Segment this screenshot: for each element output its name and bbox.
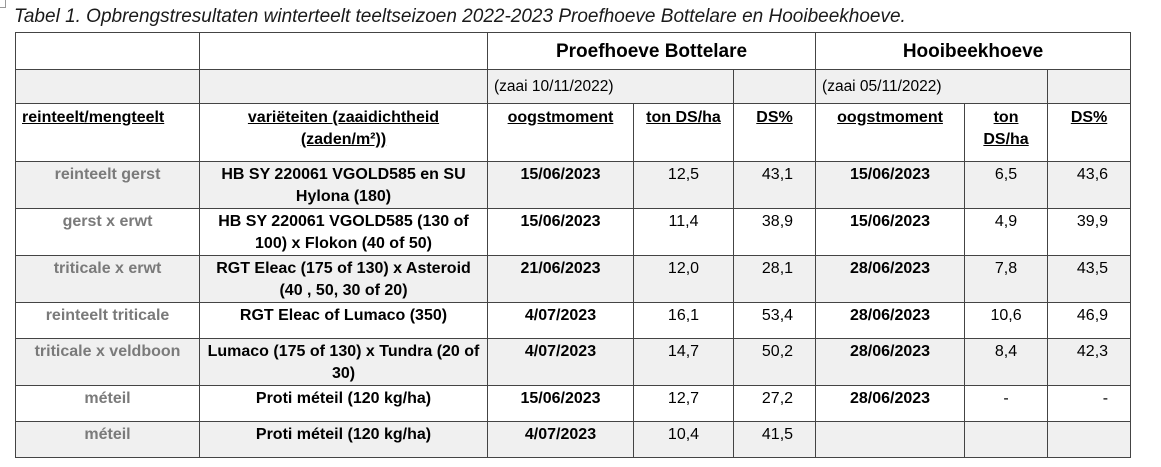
column-header-harvest: oogstmoment — [837, 109, 943, 126]
yield-cell: 12,0 — [633, 255, 734, 303]
dm-cell: 43,1 — [732, 161, 817, 209]
harvest-date-cell: 28/06/2023 — [815, 385, 966, 422]
sowing-date-hooibeek: (zaai 05/11/2022) — [815, 69, 1049, 104]
varieties-cell: RGT Eleac (175 of 130) x Asteroid (40 , … — [199, 255, 488, 303]
crop-cell: méteil — [15, 421, 200, 458]
table-caption: Tabel 1. Opbrengstresultaten winterteelt… — [14, 6, 906, 27]
dm-cell: 42,3 — [1047, 338, 1132, 386]
yield-cell: 8,4 — [964, 338, 1049, 386]
crop-cell: méteil — [15, 385, 200, 422]
harvest-date-cell: 15/06/2023 — [487, 385, 634, 422]
table-row: méteil Proti méteil (120 kg/ha) 15/06/20… — [15, 385, 1132, 422]
header-empty-cell — [199, 32, 488, 70]
table-row: gerst x erwt HB SY 220061 VGOLD585 (130 … — [15, 208, 1132, 256]
yield-results-table: Proefhoeve Bottelare Hooibeekhoeve (zaai… — [15, 32, 1132, 458]
varieties-cell: HB SY 220061 VGOLD585 (130 of 100) x Flo… — [199, 208, 488, 256]
crop-cell: reinteelt gerst — [15, 161, 200, 209]
yield-cell: 14,7 — [633, 338, 734, 386]
dm-cell: - — [1047, 385, 1132, 422]
dm-cell: 39,9 — [1047, 208, 1132, 256]
harvest-date-cell — [815, 421, 966, 458]
harvest-date-cell: 28/06/2023 — [815, 338, 966, 386]
table-row: triticale x erwt RGT Eleac (175 of 130) … — [15, 255, 1132, 303]
yield-cell: 10,6 — [964, 302, 1049, 339]
varieties-cell: Proti méteil (120 kg/ha) — [199, 421, 488, 458]
varieties-cell: RGT Eleac of Lumaco (350) — [199, 302, 488, 339]
yield-cell: 12,7 — [633, 385, 734, 422]
dm-cell: 53,4 — [732, 302, 817, 339]
column-header-dm: DS% — [1070, 109, 1108, 126]
column-header-yield: ton DS/ha — [983, 109, 1029, 148]
varieties-cell: Proti méteil (120 kg/ha) — [199, 385, 488, 422]
header-empty-cell — [1047, 69, 1132, 104]
harvest-date-cell: 4/07/2023 — [487, 421, 634, 458]
harvest-date-cell: 28/06/2023 — [815, 302, 966, 339]
harvest-date-cell: 4/07/2023 — [487, 338, 634, 386]
dm-cell: 43,6 — [1047, 161, 1132, 209]
header-empty-cell — [15, 32, 200, 70]
header-empty-cell — [732, 69, 817, 104]
crop-cell: reinteelt triticale — [15, 302, 200, 339]
column-header-harvest: oogstmoment — [507, 109, 614, 126]
yield-cell: 4,9 — [964, 208, 1049, 256]
yield-cell: 10,4 — [633, 421, 734, 458]
dm-cell — [1047, 421, 1132, 458]
crop-cell: gerst x erwt — [15, 208, 200, 256]
dm-cell: 46,9 — [1047, 302, 1132, 339]
yield-cell: 16,1 — [633, 302, 734, 339]
dm-cell: 27,2 — [732, 385, 817, 422]
table-row: reinteelt triticale RGT Eleac of Lumaco … — [15, 302, 1132, 339]
harvest-date-cell: 15/06/2023 — [487, 161, 634, 209]
farm-header-bottelare: Proefhoeve Bottelare — [486, 32, 817, 70]
harvest-date-cell: 15/06/2023 — [815, 208, 966, 256]
corner-mark — [0, 0, 6, 8]
column-header-yield: ton DS/ha — [646, 109, 721, 126]
table-row: reinteelt gerst HB SY 220061 VGOLD585 en… — [15, 161, 1132, 209]
harvest-date-cell: 4/07/2023 — [487, 302, 634, 339]
dm-cell: 41,5 — [732, 421, 817, 458]
varieties-cell: Lumaco (175 of 130) x Tundra (20 of 30) — [199, 338, 488, 386]
table-row: méteil Proti méteil (120 kg/ha) 4/07/202… — [15, 421, 1132, 458]
sowing-date-bottelare: (zaai 10/11/2022) — [487, 69, 734, 104]
yield-cell: 11,4 — [633, 208, 734, 256]
dm-cell: 38,9 — [732, 208, 817, 256]
farm-header-hooibeek: Hooibeekhoeve — [815, 32, 1132, 70]
crop-cell: triticale x veldboon — [15, 338, 200, 386]
column-header-dm: DS% — [756, 109, 793, 126]
yield-cell: - — [964, 385, 1049, 422]
yield-cell: 6,5 — [964, 161, 1049, 209]
yield-cell: 12,5 — [633, 161, 734, 209]
harvest-date-cell: 21/06/2023 — [487, 255, 634, 303]
table-row: triticale x veldboon Lumaco (175 of 130)… — [15, 338, 1132, 386]
harvest-date-cell: 15/06/2023 — [815, 161, 966, 209]
dm-cell: 28,1 — [732, 255, 817, 303]
varieties-cell: HB SY 220061 VGOLD585 en SU Hylona (180) — [199, 161, 488, 209]
harvest-date-cell: 15/06/2023 — [487, 208, 634, 256]
header-empty-cell — [199, 69, 488, 104]
crop-cell: triticale x erwt — [15, 255, 200, 303]
header-empty-cell — [15, 69, 200, 104]
yield-cell — [964, 421, 1049, 458]
dm-cell: 50,2 — [732, 338, 817, 386]
dm-cell: 43,5 — [1047, 255, 1132, 303]
column-header-varieties: variëteiten (zaaidichtheid (zaden/m²)) — [247, 109, 440, 148]
yield-cell: 7,8 — [964, 255, 1049, 303]
column-header-crop: reinteelt/mengteelt — [22, 109, 165, 126]
harvest-date-cell: 28/06/2023 — [815, 255, 966, 303]
